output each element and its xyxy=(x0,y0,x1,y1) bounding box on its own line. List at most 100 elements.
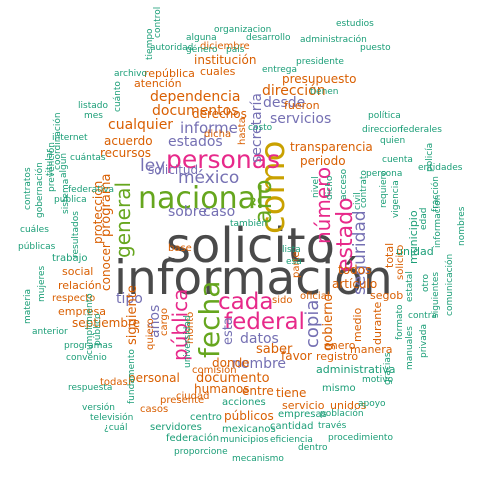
cloud-word: empresas xyxy=(278,409,327,420)
cloud-word: dicho xyxy=(325,175,335,200)
cloud-word: unidos xyxy=(330,399,367,412)
cloud-word: listado xyxy=(78,101,108,111)
cloud-word: documento xyxy=(196,371,270,386)
cloud-word: organizacion xyxy=(214,25,272,35)
cloud-word: todos xyxy=(338,263,372,277)
cloud-word: través xyxy=(318,421,347,431)
cloud-word: persona xyxy=(366,169,403,179)
cloud-word: lista xyxy=(282,245,301,255)
cloud-word: datos xyxy=(240,331,279,347)
cloud-word: general xyxy=(111,181,135,258)
cloud-word: personas xyxy=(166,145,281,174)
cloud-word: esta xyxy=(221,317,236,345)
cloud-word: favor xyxy=(281,349,312,363)
cloud-word: todas xyxy=(100,377,128,388)
cloud-word: municipios xyxy=(220,435,269,445)
cloud-word: donde xyxy=(212,356,250,370)
cloud-word: hasta xyxy=(237,117,248,145)
cloud-word: presupuesto xyxy=(282,72,357,86)
cloud-word: respuesta xyxy=(68,383,113,393)
cloud-word: segob xyxy=(370,289,404,302)
cloud-word: saber xyxy=(256,342,293,357)
cloud-word: entidades xyxy=(418,163,463,173)
cloud-word: público xyxy=(93,313,103,346)
cloud-word: cualquier xyxy=(108,117,174,133)
cloud-word: programas xyxy=(64,341,113,351)
cloud-word: informe xyxy=(180,119,238,137)
cloud-word: materia xyxy=(23,288,33,324)
cloud-word: puesto xyxy=(360,43,391,53)
cloud-word: país xyxy=(226,45,245,55)
cloud-word: otro xyxy=(421,273,431,292)
cloud-word: mexicanos xyxy=(222,424,276,435)
cloud-word: diciembre xyxy=(200,41,250,52)
cloud-word: humanos xyxy=(194,382,250,396)
cloud-word: solicitud xyxy=(148,163,199,177)
cloud-word: quien xyxy=(380,136,406,146)
cloud-word: servidores xyxy=(150,422,202,433)
cloud-word: contratos xyxy=(23,167,33,210)
cloud-word: desarrollo xyxy=(246,33,291,43)
cloud-word: dependencia xyxy=(150,89,241,105)
cloud-word: solicito xyxy=(166,218,335,274)
cloud-word: ciudad xyxy=(176,391,210,402)
cloud-word: cuenta xyxy=(382,155,413,165)
cloud-word: versión xyxy=(82,403,115,413)
cloud-word: manuales xyxy=(405,326,415,370)
cloud-word: cargo xyxy=(159,307,170,336)
cloud-word: mismo xyxy=(322,383,356,394)
cloud-word: estatal xyxy=(405,271,415,302)
cloud-word: también xyxy=(230,219,268,229)
cloud-word: respecto xyxy=(52,293,96,304)
cloud-word: empresa xyxy=(58,305,106,318)
cloud-word: enero xyxy=(324,339,356,352)
cloud-word: televisión xyxy=(90,413,134,423)
cloud-word: recursos xyxy=(100,146,152,160)
cloud-word: mecanismo xyxy=(232,454,284,464)
cloud-word: institución xyxy=(194,53,257,67)
cloud-word: sobre xyxy=(168,204,207,220)
cloud-word: manera xyxy=(350,343,393,356)
cloud-word: artículo xyxy=(332,277,378,291)
cloud-word: siguientes xyxy=(431,271,441,318)
cloud-word: acceso xyxy=(339,168,349,200)
cloud-word: contra xyxy=(408,311,437,321)
cloud-word: sistema xyxy=(61,178,71,214)
cloud-word: género xyxy=(186,45,218,55)
cloud-word: universidad xyxy=(183,315,193,368)
cloud-word: población xyxy=(320,409,364,419)
cloud-word: proporcione xyxy=(174,447,228,457)
cloud-word: acuerdo xyxy=(104,134,153,148)
cloud-word: públicas xyxy=(18,242,56,252)
cloud-word: fracción xyxy=(431,176,441,212)
cloud-word: total xyxy=(383,242,396,268)
cloud-word: personal xyxy=(128,371,180,385)
cloud-word: federales xyxy=(400,125,442,135)
cloud-word: centro xyxy=(190,412,222,423)
cloud-word: documentos xyxy=(152,103,239,119)
cloud-word: presente xyxy=(160,395,205,406)
cloud-word: atención xyxy=(134,77,182,90)
cloud-word: desde xyxy=(263,95,306,111)
cloud-word: públicos xyxy=(224,409,274,423)
cloud-word: registro xyxy=(316,350,359,363)
cloud-word: unidad xyxy=(396,245,434,258)
cloud-word: entre xyxy=(242,384,274,398)
cloud-word: formato xyxy=(395,304,405,340)
cloud-word: alguna xyxy=(186,33,217,43)
cloud-word: casos xyxy=(140,404,169,415)
cloud-word: nivel xyxy=(311,176,321,198)
cloud-word: resultados xyxy=(71,211,81,258)
cloud-word: requiero xyxy=(379,170,389,208)
cloud-word: control xyxy=(153,6,163,38)
cloud-word: relación xyxy=(58,279,102,292)
cloud-word: medio xyxy=(351,307,364,342)
cloud-word: entrega xyxy=(262,65,298,75)
cloud-word: costo xyxy=(248,123,273,133)
cloud-word: cada xyxy=(218,289,274,315)
cloud-word: vigencia xyxy=(391,180,401,218)
cloud-word: estados xyxy=(168,134,223,150)
cloud-word: federación xyxy=(166,433,220,444)
cloud-word: comunicación xyxy=(445,253,455,316)
cloud-word: social xyxy=(62,265,94,278)
